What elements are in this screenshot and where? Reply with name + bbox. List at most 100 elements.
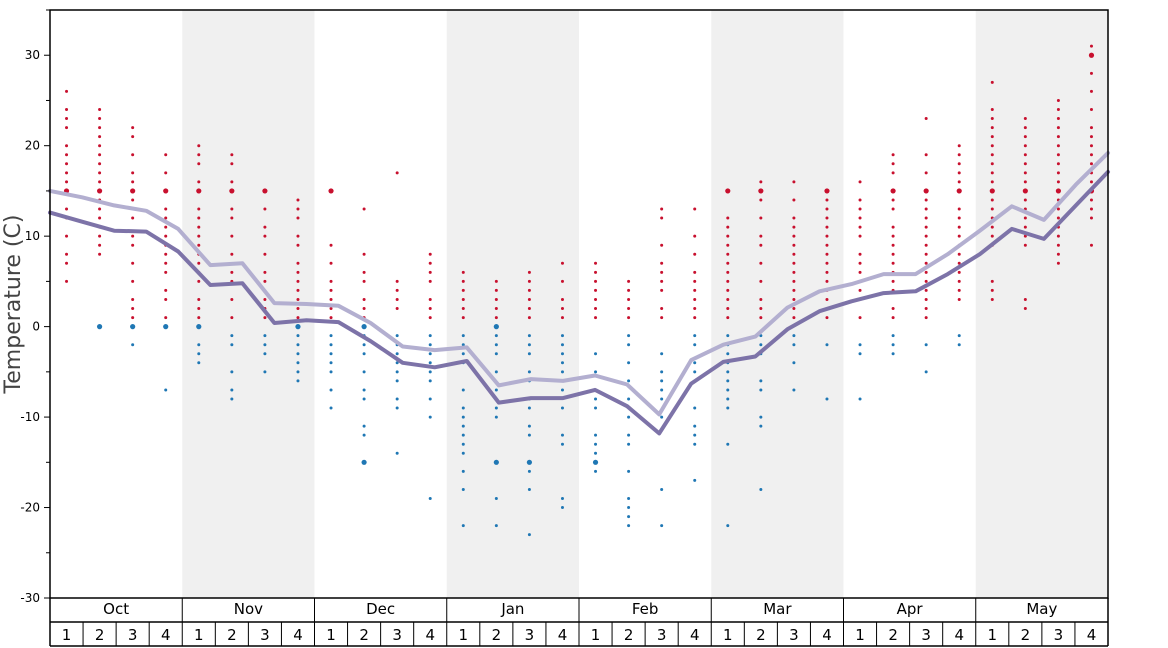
data-point — [560, 334, 564, 338]
data-point — [726, 261, 730, 265]
y-tick-label: -10 — [20, 410, 40, 424]
y-tick-label: 10 — [25, 229, 40, 243]
data-point — [164, 171, 168, 175]
data-point — [825, 261, 829, 265]
data-point — [627, 343, 631, 347]
data-point — [361, 459, 367, 465]
data-point — [759, 316, 763, 320]
month-label: May — [1026, 600, 1057, 618]
data-point — [395, 288, 399, 292]
data-point — [759, 234, 763, 238]
data-point — [924, 153, 928, 157]
data-point — [792, 279, 796, 283]
data-point — [759, 297, 763, 301]
data-point — [329, 288, 333, 292]
week-label: 2 — [888, 626, 898, 644]
week-label: 4 — [558, 626, 568, 644]
data-point — [891, 162, 895, 166]
data-point — [329, 370, 333, 374]
data-point — [428, 316, 432, 320]
data-point — [560, 370, 564, 374]
data-point — [693, 307, 697, 311]
month-label: Mar — [763, 600, 792, 618]
data-point — [990, 80, 994, 84]
data-point — [164, 388, 168, 392]
data-point — [891, 225, 895, 229]
data-point — [230, 334, 234, 338]
data-point — [594, 316, 598, 320]
series-line — [48, 169, 1110, 436]
data-point — [924, 279, 928, 283]
week-label: 1 — [326, 626, 336, 644]
data-point — [131, 198, 135, 202]
data-point — [527, 343, 531, 347]
data-point — [990, 297, 994, 301]
data-point — [825, 343, 829, 347]
data-point — [1023, 135, 1027, 139]
data-point — [825, 234, 829, 238]
data-point — [1023, 243, 1027, 247]
data-point — [197, 234, 201, 238]
data-point — [362, 279, 366, 283]
data-point — [263, 334, 267, 338]
week-label: 4 — [293, 626, 303, 644]
data-point — [131, 180, 135, 184]
data-point — [395, 334, 399, 338]
data-point — [98, 108, 102, 112]
data-point — [693, 334, 697, 338]
week-label: 3 — [525, 626, 535, 644]
data-point — [1089, 207, 1093, 211]
data-point — [858, 216, 862, 220]
data-point — [362, 424, 366, 428]
data-point — [527, 370, 531, 374]
data-point — [858, 252, 862, 256]
data-point — [891, 198, 895, 202]
data-point — [594, 451, 598, 455]
week-label: 1 — [988, 626, 998, 644]
data-point — [956, 188, 962, 194]
data-point — [957, 270, 961, 274]
data-point — [527, 487, 531, 491]
data-point — [792, 316, 796, 320]
data-point — [627, 379, 631, 383]
data-point — [263, 234, 267, 238]
data-point — [98, 207, 102, 211]
data-point — [891, 252, 895, 256]
data-point — [196, 324, 202, 330]
data-point — [197, 352, 201, 356]
data-point — [592, 459, 599, 465]
data-point — [924, 234, 928, 238]
data-point — [296, 316, 300, 320]
data-point — [527, 424, 531, 428]
data-point — [560, 388, 564, 392]
month-label: Nov — [234, 600, 263, 618]
data-point — [164, 270, 168, 274]
data-point — [957, 343, 961, 347]
data-point — [65, 162, 69, 166]
data-point — [230, 153, 234, 157]
data-point — [725, 188, 731, 194]
data-point — [627, 334, 631, 338]
data-point — [891, 343, 895, 347]
data-point — [1089, 89, 1093, 93]
data-point — [296, 243, 300, 247]
data-point — [197, 225, 201, 229]
data-point — [263, 316, 267, 320]
week-label: 1 — [194, 626, 204, 644]
data-point — [693, 406, 697, 410]
data-point — [792, 388, 796, 392]
data-point — [726, 234, 730, 238]
data-point — [891, 316, 895, 320]
data-point — [858, 316, 862, 320]
data-point — [825, 397, 829, 401]
data-point — [759, 415, 763, 419]
data-point — [890, 188, 896, 194]
data-point — [792, 297, 796, 301]
data-point — [759, 180, 763, 184]
data-point — [1023, 225, 1027, 229]
data-point — [990, 225, 994, 229]
data-point — [131, 307, 135, 311]
data-point — [627, 397, 631, 401]
data-point — [924, 297, 928, 301]
week-label: 4 — [822, 626, 832, 644]
